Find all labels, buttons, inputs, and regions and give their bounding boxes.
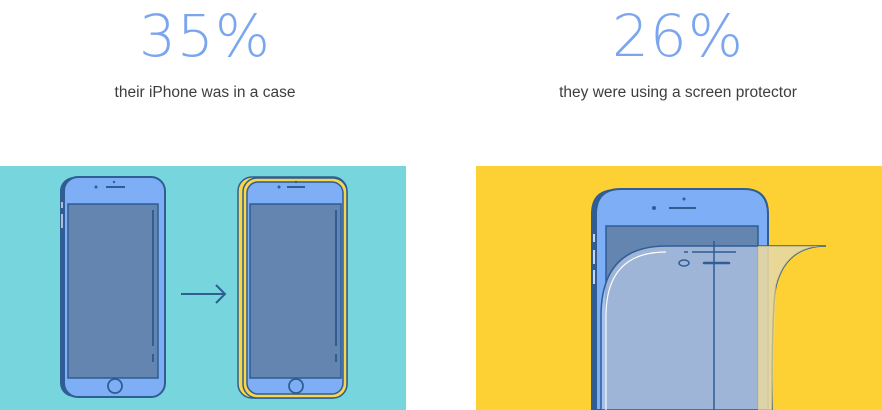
arrow-right-icon — [181, 284, 227, 304]
stat-protector-percent: 26% — [612, 2, 744, 70]
phone-in-case-icon — [237, 176, 348, 399]
stat-case-caption: their iPhone was in a case — [114, 84, 296, 101]
screen-protector-illustration-panel — [476, 166, 882, 410]
stat-case-percent: 35% — [139, 2, 271, 70]
phone-with-screen-protector-icon — [591, 188, 827, 410]
stat-protector-caption: they were using a screen protector — [559, 84, 797, 101]
phone-icon — [60, 176, 166, 398]
case-illustration-panel — [0, 166, 406, 410]
stat-protector: 26% they were using a screen protector — [468, 6, 882, 102]
stat-case: 35% their iPhone was in a case — [0, 6, 415, 102]
